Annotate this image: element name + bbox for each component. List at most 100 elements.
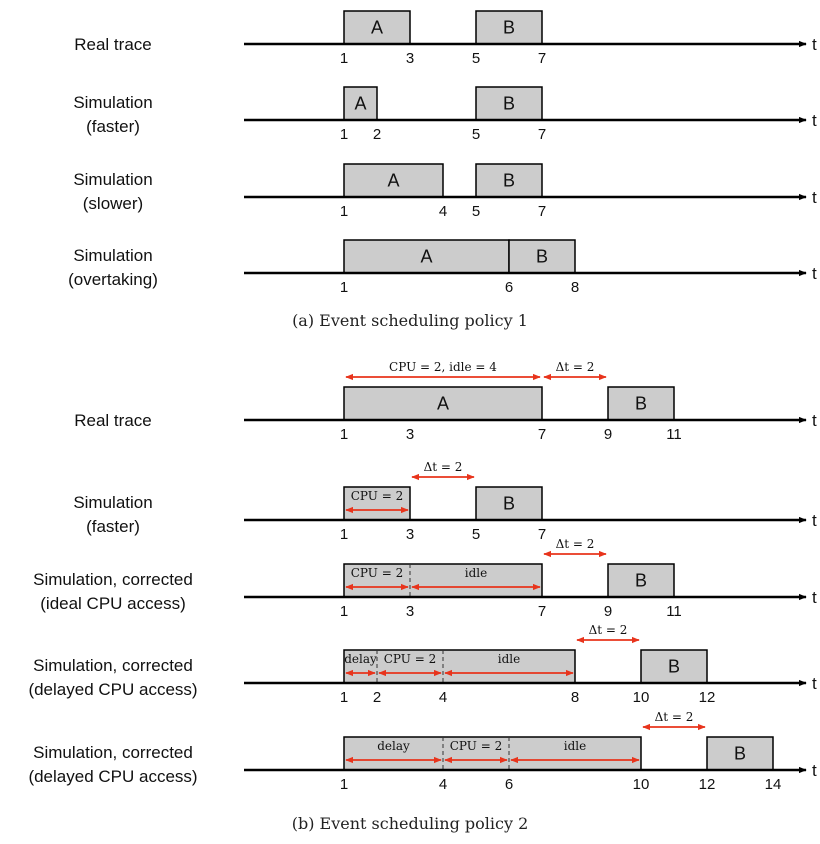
tick-label: 1 [340, 50, 348, 67]
tick-label: 9 [604, 426, 612, 443]
event-box-label: B [503, 171, 515, 191]
axis-t-label: t [812, 111, 817, 130]
tick-label: 4 [439, 203, 447, 220]
tick-label: 1 [340, 203, 348, 220]
event-box [706, 736, 774, 771]
tick-label: 1 [340, 603, 348, 620]
axis-t-label: t [812, 511, 817, 530]
event-box-label: B [503, 494, 515, 514]
tick-label: 12 [699, 776, 716, 793]
axis-t-label: t [812, 588, 817, 607]
tick-label: 11 [666, 603, 682, 620]
event-box-label: B [668, 657, 680, 677]
tick-label: 1 [340, 279, 348, 296]
segment-label: CPU = 2 [351, 566, 403, 580]
timeline-row: Simulation (overtaking) A Bt 1 6 8 [68, 239, 817, 296]
segment-label: CPU = 2 [384, 652, 436, 666]
annotation-label: Δt = 2 [556, 360, 595, 374]
tick-label: 11 [666, 426, 682, 443]
event-box-label: A [371, 18, 383, 38]
row-label: Real trace [74, 411, 151, 430]
event-box [343, 163, 444, 198]
timeline-row: Simulation, corrected (delayed CPU access… [28, 623, 817, 706]
tick-label: 8 [571, 689, 579, 706]
axis-t-label: t [812, 35, 817, 54]
event-box [508, 239, 576, 274]
tick-label: 1 [340, 689, 348, 706]
event-box-label: A [354, 94, 366, 114]
axis-t-label: t [812, 674, 817, 693]
axis-t-label: t [812, 264, 817, 283]
timeline-row: Simulation, corrected (delayed CPU access… [28, 710, 817, 793]
event-box-label: B [503, 18, 515, 38]
event-box-label: A [387, 171, 399, 191]
axis-t-label: t [812, 761, 817, 780]
tick-label: 10 [633, 689, 650, 706]
row-label: (delayed CPU access) [28, 767, 197, 786]
event-box-label: B [536, 247, 548, 267]
tick-label: 8 [571, 279, 579, 296]
tick-label: 12 [699, 689, 716, 706]
event-box [343, 736, 642, 771]
row-label: (faster) [86, 117, 140, 136]
segment-label: CPU = 2 [450, 739, 502, 753]
timeline-row: Real trace A Bt 1 3 5 7 [74, 10, 817, 67]
event-box [607, 386, 675, 421]
segment-label: delay [344, 652, 377, 666]
panel-a: Real trace A Bt 1 3 5 7 Simulation (faster) A Bt 1 2… [68, 10, 817, 330]
row-label: Simulation [73, 493, 152, 512]
tick-label: 7 [538, 203, 546, 220]
event-box [343, 486, 411, 521]
tick-label: 10 [633, 776, 650, 793]
tick-label: 6 [505, 279, 513, 296]
tick-label: 4 [439, 689, 447, 706]
tick-label: 14 [765, 776, 782, 793]
axis-t-label: t [812, 188, 817, 207]
timeline-row: Simulation, corrected (ideal CPU access) C… [33, 537, 817, 620]
event-box-label: A [420, 247, 432, 267]
panel-b: Real trace A B CPU = 2, idle = 4 Δt = 2 t 1 3 7 9… [28, 360, 817, 833]
tick-label: 7 [538, 50, 546, 67]
tick-label: 5 [472, 50, 480, 67]
timeline-row: Real trace A B CPU = 2, idle = 4 Δt = 2 t 1 3 7 9… [74, 360, 817, 443]
tick-label: 1 [340, 426, 348, 443]
row-label: (slower) [83, 194, 143, 213]
annotation-label: Δt = 2 [589, 623, 628, 637]
panel-caption: (a) Event scheduling policy 1 [292, 311, 528, 330]
event-box-label: B [635, 394, 647, 414]
row-label: Simulation [73, 246, 152, 265]
segment-label: idle [465, 566, 487, 580]
tick-label: 7 [538, 426, 546, 443]
segment-label: idle [564, 739, 586, 753]
row-label: (overtaking) [68, 270, 158, 289]
event-box-label: B [635, 571, 647, 591]
segment-label: delay [377, 739, 410, 753]
panel-caption: (b) Event scheduling policy 2 [292, 814, 529, 833]
tick-label: 7 [538, 603, 546, 620]
annotation-label: CPU = 2, idle = 4 [389, 360, 497, 374]
tick-label: 5 [472, 203, 480, 220]
axis-t-label: t [812, 411, 817, 430]
event-box-label: A [437, 394, 449, 414]
row-label: (delayed CPU access) [28, 680, 197, 699]
event-box [343, 563, 543, 598]
event-box [640, 649, 708, 684]
tick-label: 3 [406, 50, 414, 67]
annotation-label: Δt = 2 [424, 460, 463, 474]
event-box [475, 163, 543, 198]
event-box [343, 10, 411, 45]
timeline-row: Simulation (faster) A Bt 1 2 5 7 [73, 86, 817, 143]
tick-label: 5 [472, 526, 480, 543]
tick-label: 7 [538, 526, 546, 543]
tick-label: 4 [439, 776, 447, 793]
segment-label: CPU = 2 [351, 489, 403, 503]
tick-label: 2 [373, 689, 381, 706]
event-box [343, 649, 576, 684]
tick-label: 2 [373, 126, 381, 143]
row-label: Simulation, corrected [33, 570, 193, 589]
annotation-label: Δt = 2 [556, 537, 595, 551]
event-box-label: B [503, 94, 515, 114]
event-box [343, 386, 543, 421]
timeline-row: Simulation (faster) CPU = 2 B Δt = 2 t 1 3 5 7 [73, 460, 817, 543]
